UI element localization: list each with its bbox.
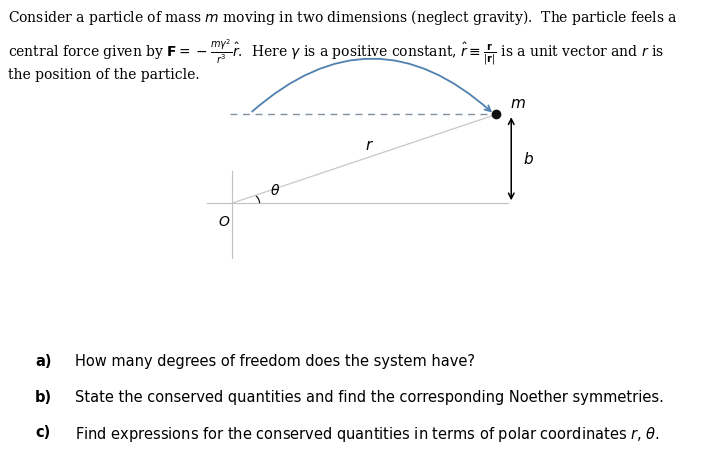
Text: $\theta$: $\theta$ — [270, 183, 281, 198]
Text: a): a) — [35, 354, 51, 369]
Text: $r$: $r$ — [365, 139, 373, 153]
Text: $b$: $b$ — [523, 151, 534, 167]
Text: $O$: $O$ — [218, 215, 230, 229]
Text: Consider a particle of mass $m$ moving in two dimensions (neglect gravity).  The: Consider a particle of mass $m$ moving i… — [8, 8, 678, 27]
Text: Find expressions for the conserved quantities in terms of polar coordinates $r$,: Find expressions for the conserved quant… — [75, 425, 660, 444]
Text: $m$: $m$ — [511, 98, 526, 112]
Text: How many degrees of freedom does the system have?: How many degrees of freedom does the sys… — [75, 354, 475, 369]
Text: State the conserved quantities and find the corresponding Noether symmetries.: State the conserved quantities and find … — [75, 390, 664, 405]
Text: central force given by $\mathbf{F} = -\frac{m\gamma^2}{r^3}\hat{r}$.  Here $\gam: central force given by $\mathbf{F} = -\f… — [8, 38, 664, 67]
Text: c): c) — [35, 425, 50, 440]
Text: b): b) — [35, 390, 52, 405]
Text: the position of the particle.: the position of the particle. — [8, 68, 200, 82]
